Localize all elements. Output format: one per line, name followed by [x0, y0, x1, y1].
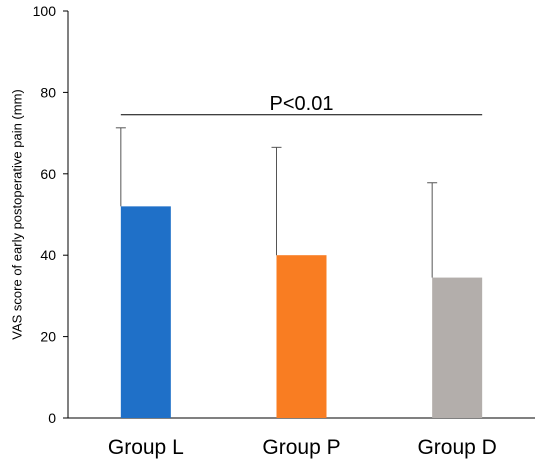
significance-label: P<0.01 [270, 93, 334, 115]
x-tick-label: Group L [108, 436, 184, 459]
bars [120, 206, 483, 418]
bar-group-p [276, 255, 327, 418]
y-axis-title: VAS score of early postoperative pain (m… [9, 89, 24, 339]
y-tick-label: 80 [40, 84, 56, 100]
y-tick-label: 60 [40, 166, 56, 182]
y-tick-label: 20 [40, 329, 56, 345]
bar-group-l [120, 206, 171, 418]
error-bars [115, 127, 438, 278]
y-tick-label: 100 [33, 3, 57, 19]
y-axis: 0 20 40 60 80 100 [33, 3, 69, 426]
x-axis: Group L Group P Group D [68, 417, 535, 459]
x-tick-label: Group D [417, 436, 496, 459]
y-tick-label: 40 [40, 247, 56, 263]
bar-group-d [432, 277, 483, 418]
y-tick-label: 0 [48, 410, 56, 426]
significance-annotation: P<0.01 [120, 93, 483, 116]
x-tick-label: Group P [262, 436, 340, 459]
